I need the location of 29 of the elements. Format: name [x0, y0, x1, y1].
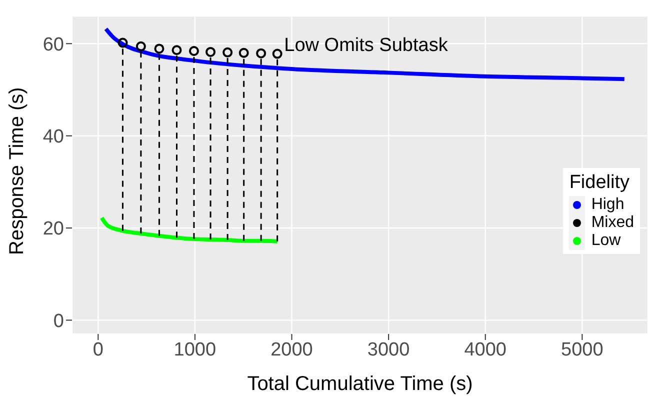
point: [256, 48, 266, 58]
legend-label: Low: [590, 232, 622, 250]
legend-label: High: [590, 196, 626, 214]
line-series: [100, 216, 280, 244]
point: [188, 46, 199, 56]
legend-title: Fidelity: [569, 172, 630, 194]
x-tick-label: 1000: [174, 339, 216, 360]
legend-label: Mixed: [590, 214, 634, 232]
x-axis-title: Total Cumulative Time (s): [247, 373, 473, 395]
x-tick-label: 3000: [367, 339, 410, 360]
point: [136, 41, 146, 52]
x-tick-label: 5000: [561, 339, 604, 360]
x-tick-label: 4000: [464, 339, 507, 360]
point: [172, 45, 182, 56]
y-tick-label: 60: [42, 34, 64, 56]
point: [238, 48, 249, 58]
point: [272, 48, 282, 59]
x-tick-label: 0: [92, 339, 104, 360]
point: [118, 38, 128, 48]
point: [222, 47, 233, 58]
y-tick-label: 0: [53, 310, 64, 332]
x-tick-label: 2000: [270, 339, 313, 360]
annotation: Low Omits Subtask: [284, 35, 448, 56]
y-tick-label: 40: [42, 126, 64, 148]
y-tick-label: 20: [42, 218, 64, 240]
y-axis-title: Response Time (s): [6, 87, 28, 255]
point: [154, 44, 164, 54]
point: [206, 46, 216, 57]
line-series: [104, 26, 626, 82]
